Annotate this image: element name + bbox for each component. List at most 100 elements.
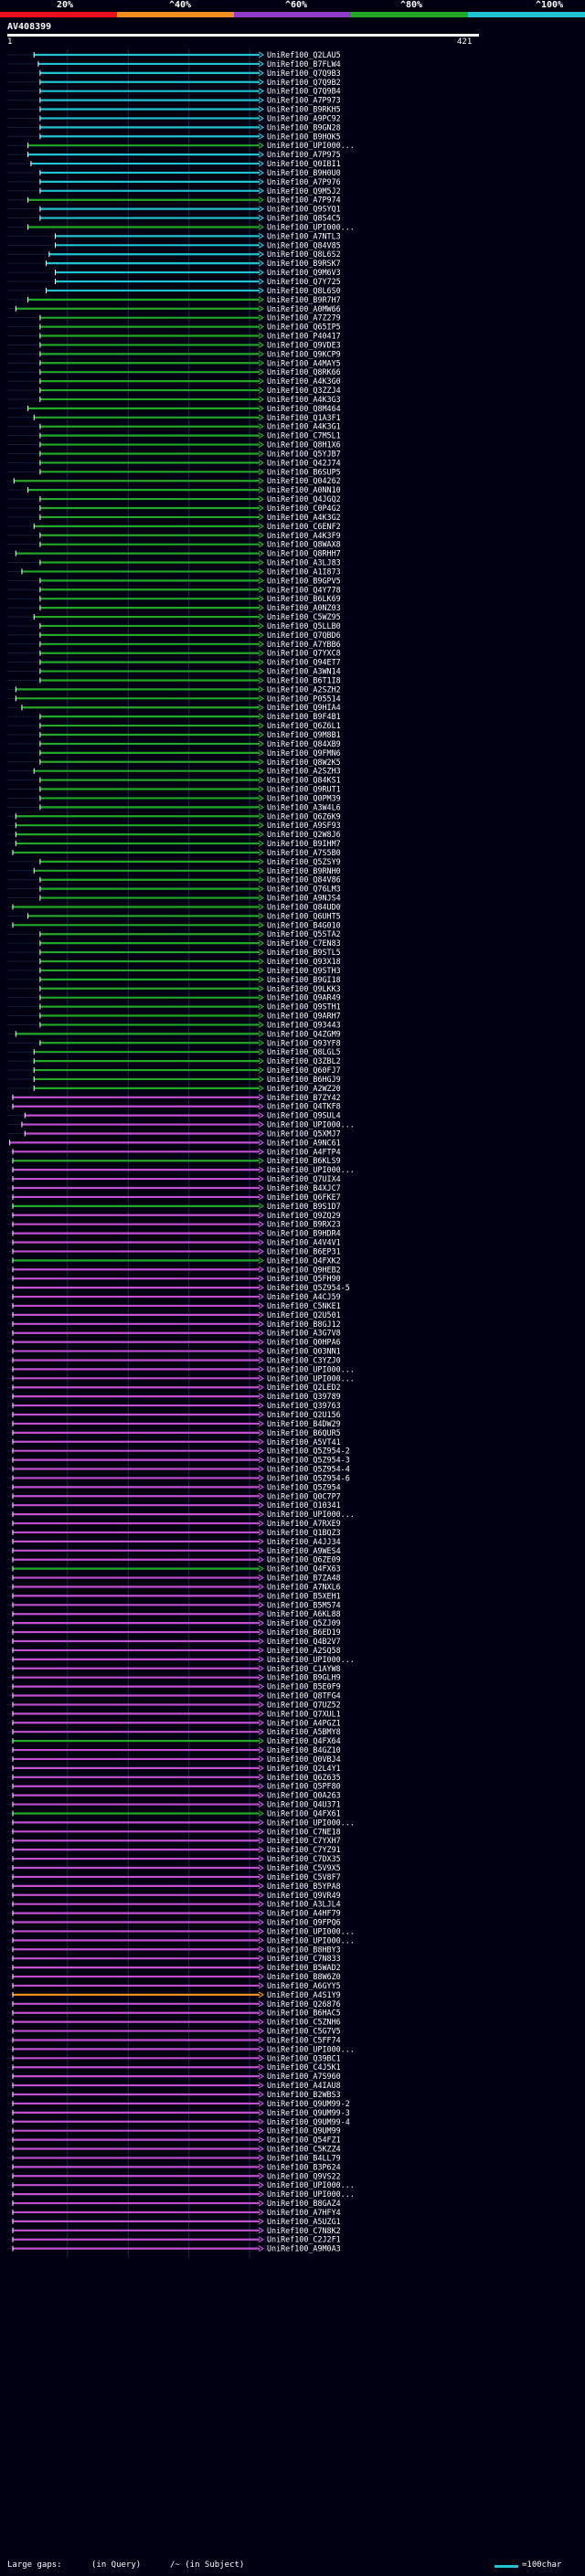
hit-row[interactable]: UniRef100_B5YPA8 [7,1882,341,1891]
hit-row[interactable]: UniRef100_A6KL88 [7,1609,341,1618]
hit-row[interactable]: UniRef100_B9RNH0 [7,866,341,875]
hit-row[interactable]: UniRef100_Q42J74 [7,458,341,467]
hit-row[interactable]: UniRef100_B6KLS9 [7,1156,341,1165]
hit-row[interactable]: UniRef100_A9PC92 [7,113,341,122]
hit-row[interactable]: UniRef100_A3G7V8 [7,1329,341,1338]
hit-row[interactable]: UniRef100_Q9FMN6 [7,748,341,758]
hit-row[interactable]: UniRef100_B9HOK5 [7,132,341,141]
hit-row[interactable]: UniRef100_Q7UIX4 [7,1174,341,1183]
hit-row[interactable]: UniRef100_B9GN28 [7,122,341,132]
hit-row[interactable]: UniRef100_Q8M464 [7,404,341,413]
hit-row[interactable]: UniRef100_B6EP31 [7,1246,341,1256]
hit-row[interactable]: UniRef100_B9F4B1 [7,712,341,721]
hit-row[interactable]: UniRef100_UPI000... [7,2189,355,2199]
hit-row[interactable]: UniRef100_A3W4L6 [7,802,341,811]
hit-row[interactable]: UniRef100_Q8WAX8 [7,540,341,549]
hit-row[interactable]: UniRef100_B9H0U0 [7,168,341,177]
hit-row[interactable]: UniRef100_Q0A263 [7,1791,341,1800]
hit-row[interactable]: UniRef100_B6SUP5 [7,467,341,476]
hit-row[interactable]: UniRef100_Q2LAU5 [7,50,341,59]
hit-row[interactable]: UniRef100_Q9VDE3 [7,340,341,349]
hit-row[interactable]: UniRef100_C5G7V5 [7,2027,341,2036]
hit-row[interactable]: UniRef100_Q2U156 [7,1410,341,1419]
hit-row[interactable]: UniRef100_A7P976 [7,177,341,186]
hit-row[interactable]: UniRef100_Q93X18 [7,957,341,966]
hit-row[interactable]: UniRef100_B6LK69 [7,594,341,603]
hit-row[interactable]: UniRef100_A9M0A3 [7,2244,341,2253]
hit-row[interactable]: UniRef100_A6GYY5 [7,1981,341,1990]
hit-row[interactable]: UniRef100_A7S5B0 [7,848,341,857]
hit-row[interactable]: UniRef100_UPI000... [7,1373,355,1383]
hit-row[interactable]: UniRef100_A7P974 [7,196,341,205]
hit-row[interactable]: UniRef100_A7YBB6 [7,640,341,649]
hit-row[interactable]: UniRef100_Q9HIA4 [7,703,341,712]
hit-row[interactable]: UniRef100_A4K3G0 [7,376,341,386]
hit-row[interactable]: UniRef100_Q6Z635 [7,1773,341,1782]
hit-row[interactable]: UniRef100_Q2U501 [7,1310,341,1320]
hit-row[interactable]: UniRef100_Q9AR49 [7,993,341,1002]
hit-row[interactable]: UniRef100_B7FLW4 [7,59,341,69]
hit-row[interactable]: UniRef100_A4K3F9 [7,531,341,540]
hit-row[interactable]: UniRef100_A4MAY5 [7,358,341,367]
hit-row[interactable]: UniRef100_Q9KCP9 [7,349,341,358]
hit-row[interactable]: UniRef100_B8W6Z0 [7,1972,341,1981]
hit-row[interactable]: UniRef100_Q93443 [7,1020,341,1029]
hit-row[interactable]: UniRef100_Q2W8J6 [7,830,341,839]
hit-row[interactable]: UniRef100_Q4FX64 [7,1736,341,1745]
hit-row[interactable]: UniRef100_Q5ZJ09 [7,1618,341,1627]
hit-row[interactable]: UniRef100_Q94ET7 [7,658,341,667]
hit-row[interactable]: UniRef100_Q9UM99-3 [7,2108,350,2117]
hit-row[interactable]: UniRef100_Q7YXC8 [7,649,341,658]
hit-row[interactable]: UniRef100_C6ENF2 [7,522,341,531]
hit-row[interactable]: UniRef100_Q8LGL5 [7,1047,341,1056]
hit-row[interactable]: UniRef100_Q5ZSY9 [7,857,341,866]
hit-row[interactable]: UniRef100_Q26876 [7,1999,341,2009]
hit-row[interactable]: UniRef100_Q93YF8 [7,1038,341,1047]
hit-row[interactable]: UniRef100_A9NC61 [7,1138,341,1147]
hit-row[interactable]: UniRef100_Q9VS22 [7,2171,341,2180]
hit-row[interactable]: UniRef100_B7ZY42 [7,1093,341,1102]
hit-row[interactable]: UniRef100_B5M574 [7,1600,341,1609]
hit-row[interactable]: UniRef100_Q7XUL1 [7,1709,341,1718]
hit-row[interactable]: UniRef100_UPI000... [7,1510,355,1519]
hit-row[interactable]: UniRef100_A4V4V1 [7,1238,341,1247]
hit-row[interactable]: UniRef100_Q0VBJ4 [7,1754,341,1764]
hit-row[interactable]: UniRef100_Q6Z6L1 [7,721,341,730]
hit-row[interactable]: UniRef100_Q5Z954 [7,1482,341,1491]
hit-row[interactable]: UniRef100_Q04262 [7,476,341,485]
hit-row[interactable]: UniRef100_Q3ZBL2 [7,1056,341,1065]
hit-row[interactable]: UniRef100_B9GI18 [7,975,341,984]
hit-row[interactable]: UniRef100_O10341 [7,1500,341,1510]
hit-row[interactable]: UniRef100_B5WAD2 [7,1963,341,1972]
hit-row[interactable]: UniRef100_Q9SUL4 [7,1111,341,1120]
hit-row[interactable]: UniRef100_Q5Z954-4 [7,1465,350,1474]
hit-row[interactable]: UniRef100_C5KZZ4 [7,2145,341,2154]
hit-row[interactable]: UniRef100_A5UZG1 [7,2217,341,2226]
hit-row[interactable]: UniRef100_Q8H1X6 [7,440,341,450]
hit-row[interactable]: UniRef100_A4K3G1 [7,422,341,431]
hit-row[interactable]: UniRef100_B9IHM7 [7,839,341,848]
hit-row[interactable]: UniRef100_Q84V85 [7,240,341,249]
hit-row[interactable]: UniRef100_A4K3G2 [7,513,341,522]
hit-row[interactable]: UniRef100_UPI000... [7,2180,355,2189]
hit-row[interactable]: UniRef100_C3YZJ0 [7,1355,341,1364]
hit-row[interactable]: UniRef100_C7YXH7 [7,1836,341,1845]
hit-row[interactable]: UniRef100_B9RKH5 [7,105,341,114]
hit-row[interactable]: UniRef100_C2J2F1 [7,2235,341,2244]
hit-row[interactable]: UniRef100_A9WES4 [7,1546,341,1555]
hit-row[interactable]: UniRef100_A0NZ03 [7,603,341,612]
hit-row[interactable]: UniRef100_A1I873 [7,567,341,576]
hit-row[interactable]: UniRef100_B4GZ10 [7,1745,341,1754]
hit-row[interactable]: UniRef100_A7HFY4 [7,2208,341,2217]
hit-row[interactable]: UniRef100_UPI000... [7,1655,355,1664]
hit-row[interactable]: UniRef100_A5BMY8 [7,1727,341,1736]
hit-row[interactable]: UniRef100_P40417 [7,332,341,341]
hit-row[interactable]: UniRef100_A4JJ34 [7,1537,341,1546]
hit-row[interactable]: UniRef100_A2WZ20 [7,1084,341,1093]
hit-row[interactable]: UniRef100_Q60FJ7 [7,1065,341,1075]
hit-row[interactable]: UniRef100_Q7Q9B3 [7,69,341,78]
hit-row[interactable]: UniRef100_A3LJ83 [7,558,341,567]
hit-row[interactable]: UniRef100_Q0HPA6 [7,1338,341,1347]
hit-row[interactable]: UniRef100_A0NN10 [7,485,341,494]
hit-row[interactable]: UniRef100_B9STL5 [7,948,341,957]
